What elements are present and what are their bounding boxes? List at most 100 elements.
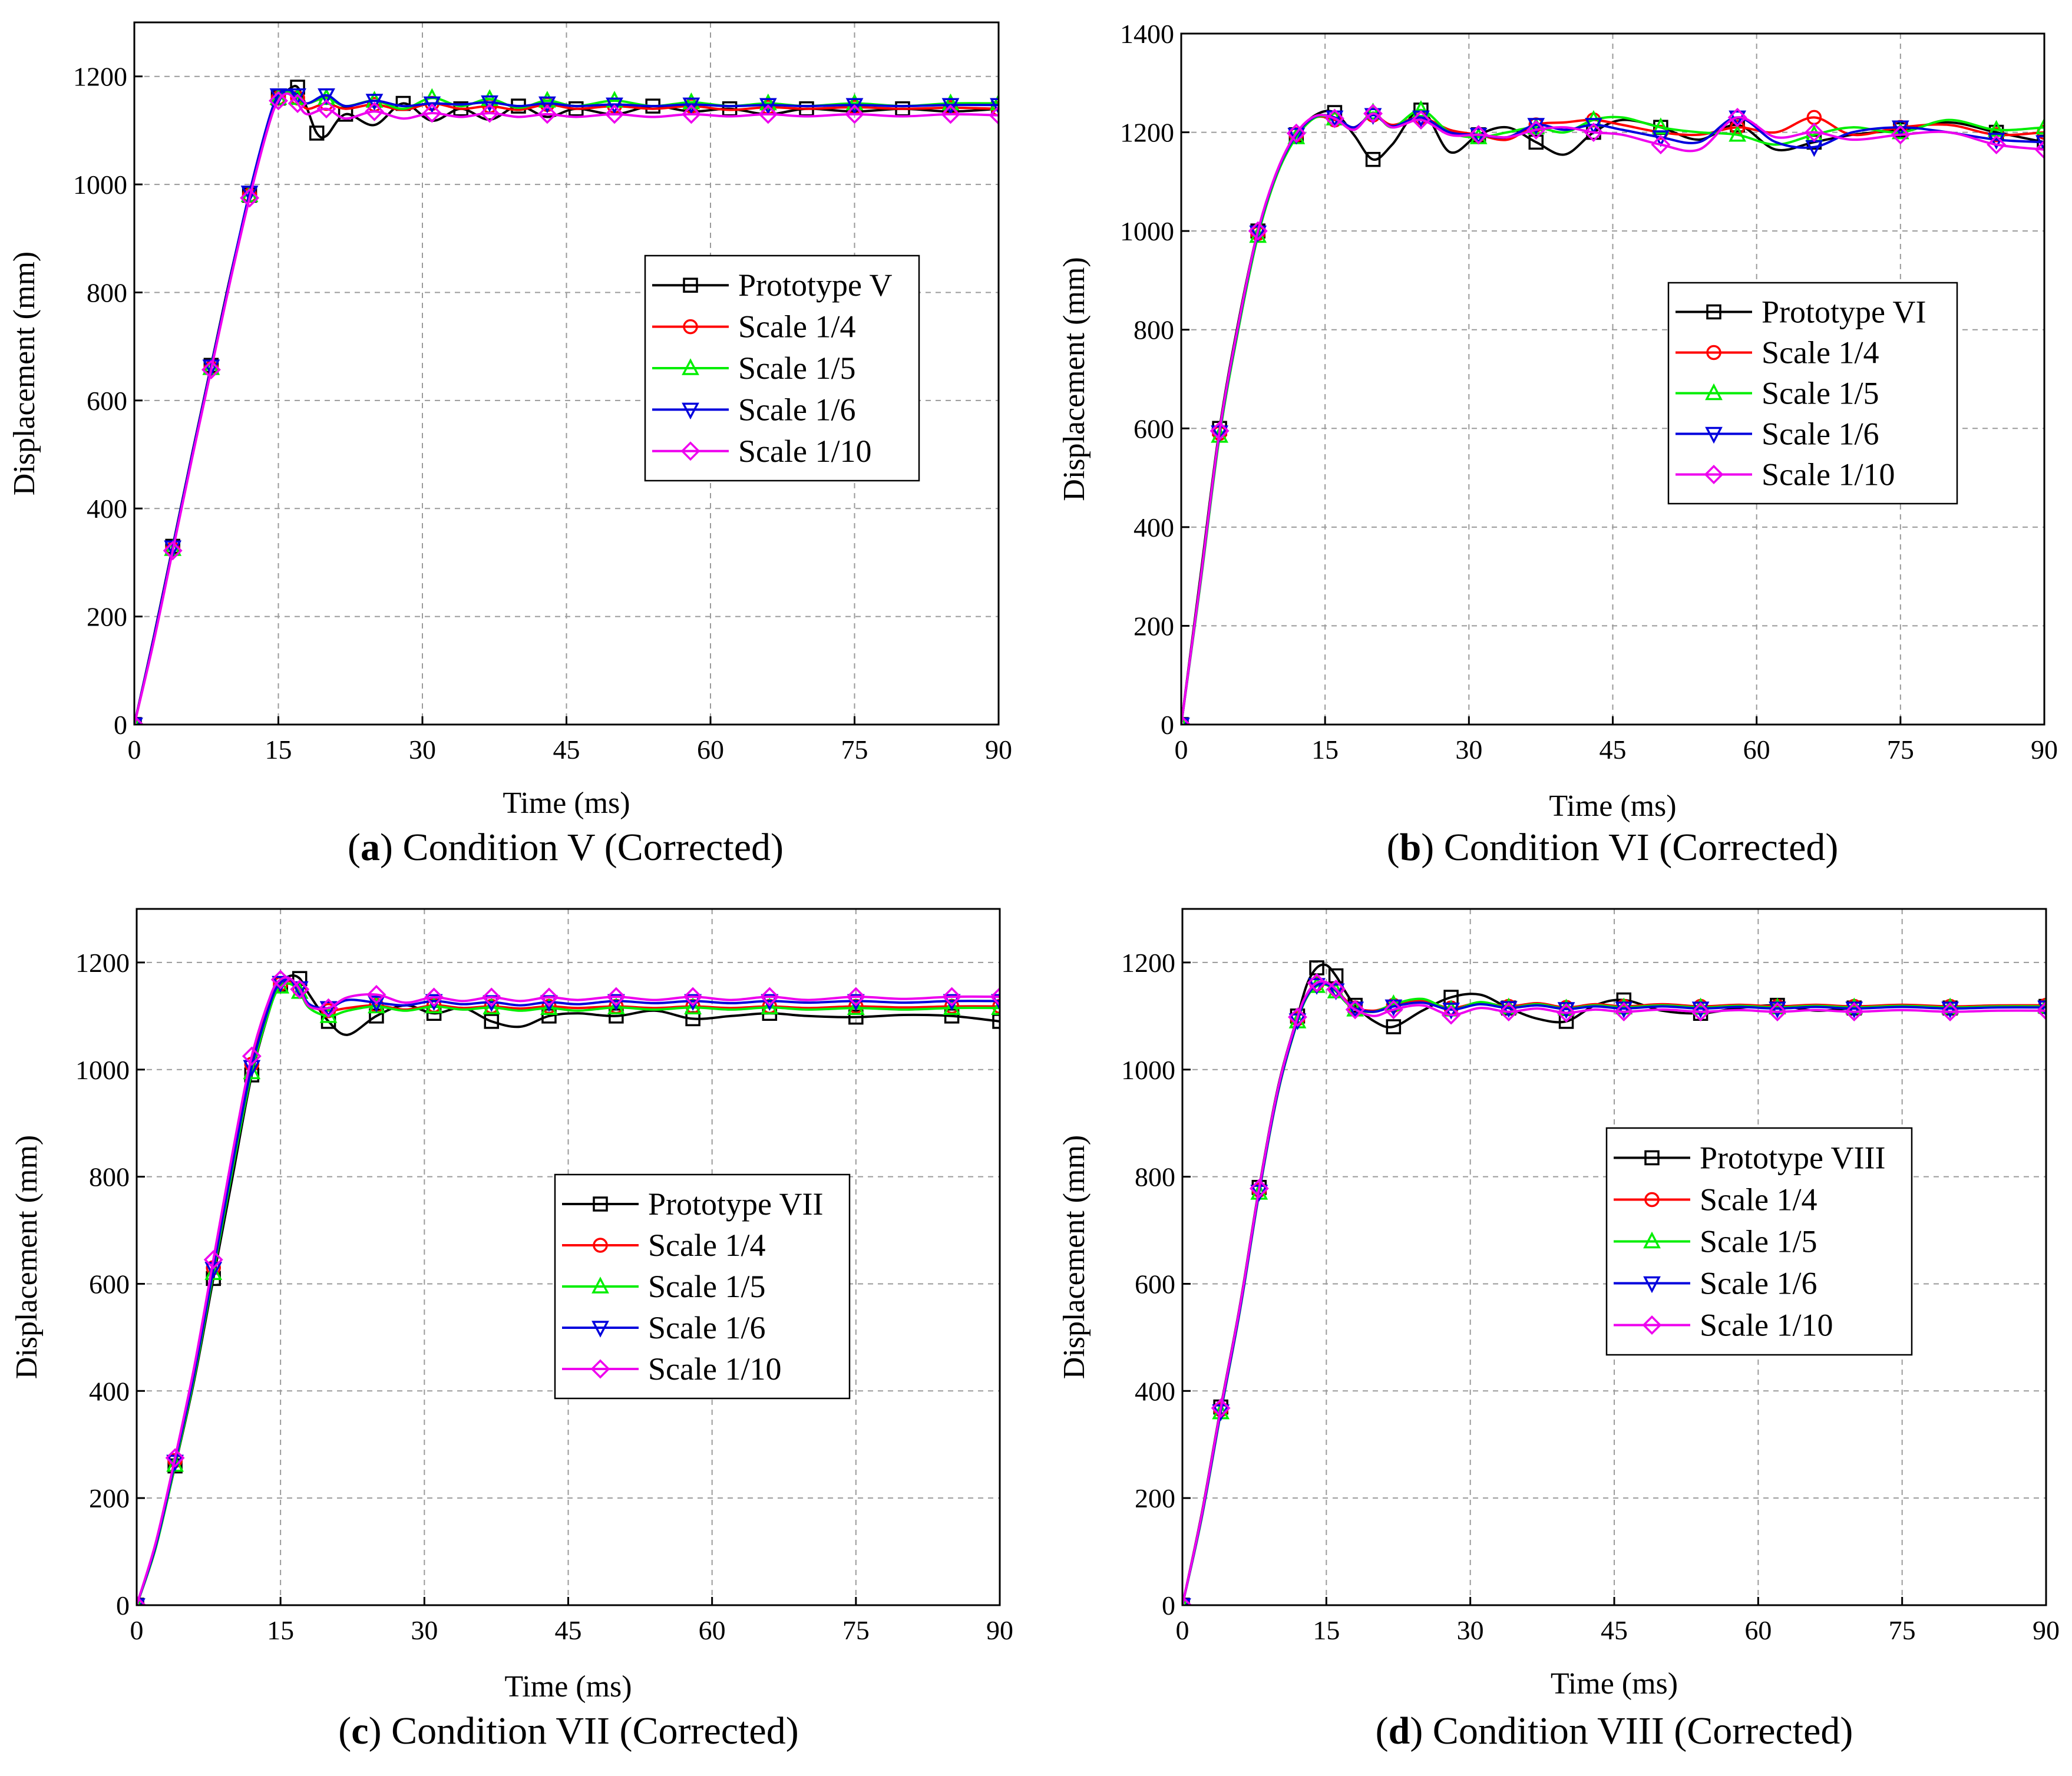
- data-point-marker: [319, 998, 339, 1018]
- legend-item: Prototype VII: [562, 1186, 823, 1222]
- y-tick-label: 1200: [75, 948, 130, 978]
- data-point-marker: [481, 987, 501, 1007]
- y-tick-label: 1200: [73, 62, 127, 92]
- caption-text: Condition VI (Corrected): [1434, 826, 1838, 869]
- legend-label: Scale 1/5: [738, 350, 855, 386]
- data-point-marker: [990, 987, 1000, 1007]
- y-tick-label: 200: [87, 602, 127, 632]
- x-tick-label: 15: [265, 735, 292, 765]
- data-point-marker: [761, 997, 779, 1015]
- legend-label: Prototype VIII: [1700, 1140, 1885, 1176]
- y-tick-label: 800: [1135, 1162, 1175, 1192]
- series-scale-1-10: [137, 970, 1000, 1605]
- x-tick-label: 75: [1889, 1615, 1916, 1645]
- y-tick-label: 400: [87, 494, 127, 524]
- y-tick-label: 800: [89, 1162, 130, 1192]
- legend-marker: [1706, 345, 1721, 361]
- data-point-marker: [1691, 1002, 1711, 1022]
- data-point-marker: [366, 985, 386, 1004]
- data-point-marker: [290, 80, 305, 95]
- legend-item: Scale 1/10: [562, 1351, 781, 1387]
- gridlines: [1181, 34, 2044, 725]
- x-tick-label: 75: [842, 1615, 870, 1645]
- data-point-marker: [1557, 1003, 1577, 1023]
- legend-label: Scale 1/5: [1762, 376, 1879, 411]
- data-point-marker: [845, 93, 864, 111]
- legend-label: Scale 1/10: [738, 434, 871, 469]
- data-point-marker: [1891, 120, 1909, 137]
- data-point-marker: [682, 92, 700, 110]
- data-point-marker: [604, 104, 624, 124]
- legend-item: Prototype VI: [1676, 295, 1926, 330]
- y-tick-label: 0: [114, 710, 127, 740]
- legend-item: Scale 1/6: [1614, 1266, 1817, 1301]
- data-point-marker: [759, 987, 779, 1007]
- data-point-marker: [1727, 107, 1747, 127]
- data-point-marker: [368, 996, 385, 1013]
- legend-label: Prototype V: [738, 267, 893, 303]
- data-point-marker: [483, 997, 501, 1015]
- data-point-marker: [537, 104, 557, 124]
- legend-item: Scale 1/4: [1676, 335, 1879, 371]
- y-tick-label: 0: [1161, 710, 1174, 740]
- legend-item: Scale 1/4: [652, 309, 855, 345]
- y-tick-label: 200: [1135, 1483, 1175, 1513]
- data-point-marker: [1844, 1002, 1864, 1022]
- data-point-marker: [1526, 120, 1546, 140]
- legend-item: Scale 1/5: [1614, 1224, 1817, 1259]
- data-point-marker: [1804, 123, 1824, 143]
- series-group: [134, 80, 999, 725]
- legend: Prototype VII Scale 1/4 Scale 1/5 Scale 1/6…: [554, 1173, 851, 1400]
- data-point-marker: [425, 996, 443, 1014]
- y-axis-label: Displacement (mm): [1058, 1135, 1091, 1379]
- series-line: [137, 976, 1000, 1605]
- y-tick-label: 600: [87, 386, 127, 416]
- data-point-marker: [1345, 1000, 1365, 1020]
- data-point-marker: [847, 998, 865, 1015]
- y-tick-label: 0: [1162, 1590, 1175, 1620]
- data-point-marker: [758, 104, 778, 124]
- series-scale-1-10: [1182, 973, 2046, 1605]
- y-tick-label: 1000: [1120, 216, 1174, 246]
- data-point-marker: [1652, 117, 1670, 134]
- series-group: [137, 970, 1000, 1605]
- y-tick-label: 400: [89, 1376, 130, 1406]
- legend-label: Scale 1/6: [738, 392, 855, 427]
- data-point-marker: [1326, 979, 1346, 999]
- data-point-marker: [1287, 128, 1306, 145]
- data-point-marker: [204, 1263, 223, 1281]
- legend-marker: [683, 277, 698, 293]
- data-point-marker: [484, 1014, 500, 1029]
- data-point-marker: [989, 105, 999, 125]
- data-point-marker: [242, 1046, 262, 1066]
- data-point-marker: [1210, 421, 1230, 441]
- x-tick-label: 15: [267, 1615, 294, 1645]
- data-point-marker: [992, 1014, 1000, 1029]
- data-point-marker: [1585, 118, 1602, 135]
- y-tick-label: 1000: [73, 170, 127, 200]
- legend-marker: [1644, 1192, 1660, 1208]
- data-point-marker: [240, 188, 260, 208]
- series-scale-1-10: [1181, 104, 2044, 725]
- data-point-marker: [1363, 104, 1383, 124]
- series-group: [1181, 100, 2044, 725]
- y-axis-label: Displacement (mm): [10, 1135, 44, 1379]
- data-point-marker: [941, 104, 960, 124]
- data-point-marker: [1412, 100, 1430, 117]
- legend: Prototype V Scale 1/4 Scale 1/5 Scale 1/6 Sc…: [644, 254, 920, 482]
- legend-label: Scale 1/10: [1762, 457, 1895, 492]
- data-point-marker: [422, 103, 442, 123]
- legend-marker: [1643, 1276, 1661, 1294]
- x-tick-label: 30: [1455, 735, 1482, 765]
- data-point-marker: [163, 541, 183, 561]
- legend-item: Scale 1/6: [1676, 416, 1879, 452]
- series-group: [1182, 960, 2046, 1605]
- x-tick-label: 90: [986, 1615, 1013, 1645]
- y-tick-label: 600: [1135, 1269, 1175, 1299]
- data-point-marker: [607, 997, 625, 1015]
- x-tick-label: 45: [1600, 735, 1627, 765]
- data-point-marker: [1940, 1002, 1960, 1022]
- x-tick-label: 30: [409, 735, 436, 765]
- data-point-marker: [538, 96, 556, 114]
- legend-label: Scale 1/5: [1700, 1224, 1817, 1259]
